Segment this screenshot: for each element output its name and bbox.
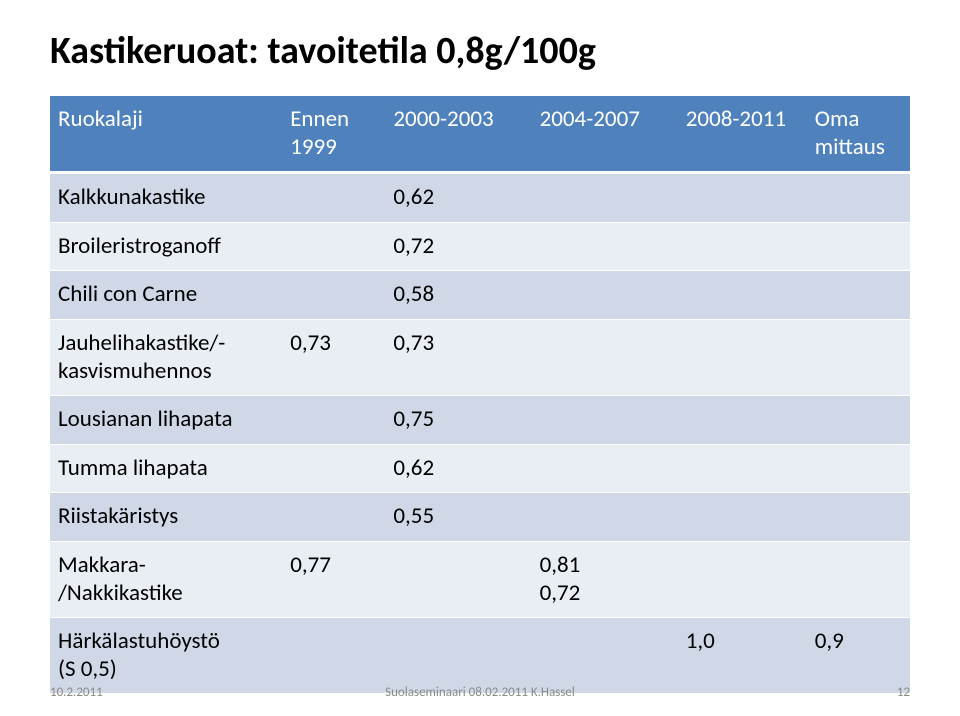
value-cell [282,493,385,542]
value-cell [678,396,807,445]
value-cell [282,618,385,694]
value-cell [282,173,385,223]
value-cell: 0,77 [282,541,385,617]
table-row: Tumma lihapata 0,62 [50,444,910,493]
value-cell [807,222,910,271]
slide-footer: 10.2.2011 Suolaseminaari 08.02.2011 K.Ha… [50,685,910,700]
slide: Kastikeruoat: tavoitetila 0,8g/100g Ruok… [0,0,960,716]
value-cell: 0,62 [385,173,531,223]
row-label-cell: Makkara- /Nakkikastike [50,541,282,617]
value-cell [807,444,910,493]
row-label-cell: Broileristroganoff [50,222,282,271]
value-cell: 0,62 [385,444,531,493]
footer-center: Suolaseminaari 08.02.2011 K.Hassel [50,685,910,700]
column-header: 2008-2011 [678,96,807,173]
value-cell [532,222,678,271]
row-label-cell: Tumma lihapata [50,444,282,493]
column-header: Oma mittaus [807,96,910,173]
value-cell: 0,72 [385,222,531,271]
value-cell: 1,0 [678,618,807,694]
value-cell [678,271,807,320]
table-row: Härkälastuhöystö (S 0,5) 1,00,9 [50,618,910,694]
value-cell [282,396,385,445]
row-label-cell: Lousianan lihapata [50,396,282,445]
value-cell [678,444,807,493]
column-header: 2000-2003 [385,96,531,173]
value-cell [532,444,678,493]
value-cell [532,493,678,542]
value-cell: 0,75 [385,396,531,445]
value-cell [532,319,678,395]
row-label-cell: Chili con Carne [50,271,282,320]
table-row: Broileristroganoff 0,72 [50,222,910,271]
value-cell [807,173,910,223]
value-cell [807,541,910,617]
value-cell: 0,81 0,72 [532,541,678,617]
column-header: Ennen 1999 [282,96,385,173]
value-cell [807,271,910,320]
value-cell [678,222,807,271]
data-table: RuokalajiEnnen 19992000-20032004-2007200… [50,96,910,694]
value-cell [678,319,807,395]
table-row: Lousianan lihapata 0,75 [50,396,910,445]
value-cell [385,618,531,694]
value-cell [678,541,807,617]
value-cell [807,396,910,445]
value-cell [532,173,678,223]
row-label-cell: Härkälastuhöystö (S 0,5) [50,618,282,694]
column-header: Ruokalaji [50,96,282,173]
value-cell [282,222,385,271]
column-header: 2004-2007 [532,96,678,173]
value-cell [678,173,807,223]
value-cell [532,271,678,320]
row-label-cell: Jauhelihakastike/- kasvismuhennos [50,319,282,395]
value-cell [282,444,385,493]
value-cell: 0,55 [385,493,531,542]
table-body: Kalkkunakastike0,62Broileristroganoff0,7… [50,173,910,694]
value-cell [678,493,807,542]
row-label-cell: Kalkkunakastike [50,173,282,223]
table-row: Riistakäristys 0,55 [50,493,910,542]
value-cell [532,396,678,445]
value-cell: 0,73 [385,319,531,395]
table-header: RuokalajiEnnen 19992000-20032004-2007200… [50,96,910,173]
row-label-cell: Riistakäristys [50,493,282,542]
value-cell [385,541,531,617]
table-row: Makkara- /Nakkikastike0,77 0,81 0,72 [50,541,910,617]
value-cell: 0,9 [807,618,910,694]
table-row: Kalkkunakastike 0,62 [50,173,910,223]
value-cell [807,319,910,395]
value-cell [532,618,678,694]
value-cell [282,271,385,320]
value-cell [807,493,910,542]
table-row: Chili con Carne 0,58 [50,271,910,320]
value-cell: 0,58 [385,271,531,320]
slide-title: Kastikeruoat: tavoitetila 0,8g/100g [50,28,910,74]
table-row: Jauhelihakastike/- kasvismuhennos0,730,7… [50,319,910,395]
value-cell: 0,73 [282,319,385,395]
